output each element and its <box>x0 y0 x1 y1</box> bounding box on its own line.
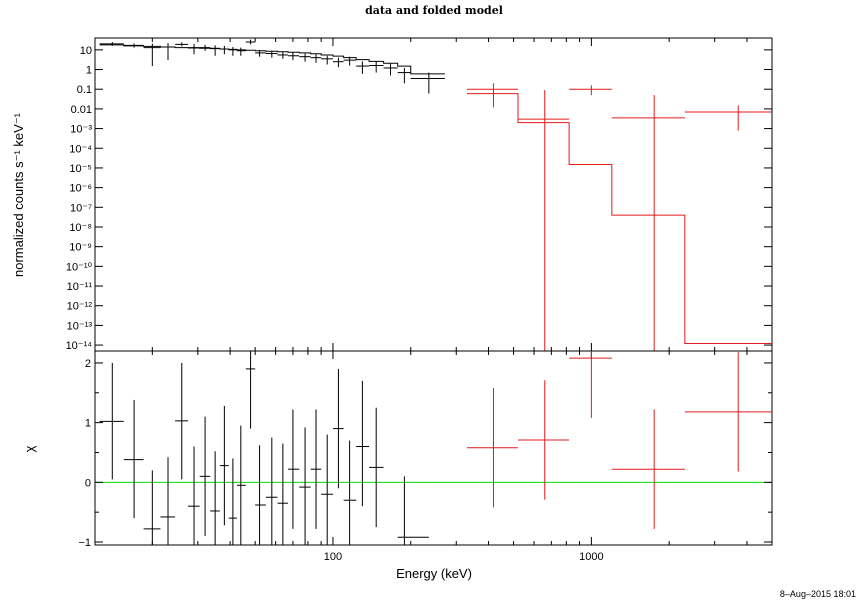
residual-data-point <box>288 409 300 529</box>
spectrum-data-point <box>99 42 124 46</box>
spectrum-y-axis-label: normalized counts s⁻¹ keV⁻¹ <box>11 112 26 277</box>
residual-data-point <box>188 446 200 545</box>
spectrum-data-point <box>397 67 411 84</box>
residual-data-point <box>143 470 161 545</box>
spectrum-data-point <box>684 105 772 131</box>
y-tick-label: 2 <box>85 358 91 370</box>
residual-data-point <box>265 437 278 545</box>
spectrum-model-lines <box>99 44 772 345</box>
spectrum-panel: 10 1 0.1 0.01 10⁻³ 10⁻⁴ 10⁻⁵ 10⁻⁶ 10⁻⁷ 10⁻⁸ 10⁻⁹ 10… <box>66 37 773 352</box>
x-tick-label: 1000 <box>579 551 603 563</box>
spectrum-data-point <box>569 85 612 96</box>
y-tick-label: 10⁻⁶ <box>69 183 92 195</box>
y-tick-label: 10⁻¹³ <box>67 320 93 332</box>
residual-data-point <box>356 380 370 507</box>
residual-data-point <box>210 451 220 545</box>
y-tick-label: 10⁻⁴ <box>69 143 92 155</box>
spectrum-data-point <box>288 52 300 61</box>
y-tick-label: 10⁻¹¹ <box>67 281 93 293</box>
residual-data-point <box>397 476 429 545</box>
residual-data-point <box>219 405 229 526</box>
spectrum-data-point <box>143 43 161 67</box>
spectrum-data-point <box>210 45 220 56</box>
spectrum-data-point <box>517 90 570 351</box>
spectrum-data-point <box>332 57 344 68</box>
residual-data-point <box>517 380 570 500</box>
spectrum-data-point <box>199 44 211 51</box>
y-tick-label: 10⁻¹⁰ <box>66 261 93 273</box>
residual-data-point <box>123 399 144 519</box>
residual-data-point <box>277 443 289 545</box>
y-tick-label: 10⁻¹² <box>67 301 93 313</box>
spectrum-data-point <box>245 39 256 45</box>
residual-data-point <box>236 425 246 545</box>
y-tick-label: 1 <box>85 418 91 430</box>
residual-data-point <box>684 352 772 472</box>
spectrum-data-point <box>277 51 289 59</box>
residual-y-axis-label: χ <box>22 445 37 452</box>
x-axis-label: Energy (keV) <box>396 566 472 581</box>
residual-data-point <box>611 409 685 529</box>
y-tick-label: 0.01 <box>71 104 92 116</box>
spectrum-data-point <box>160 43 176 61</box>
y-tick-label: 10⁻¹⁴ <box>66 340 93 352</box>
spectrum-data-point <box>175 42 189 47</box>
spectrum-data-point <box>299 53 311 62</box>
y-tick-label: 0 <box>85 477 91 489</box>
spectrum-data-point <box>410 72 445 94</box>
residual-plot-frame <box>94 350 773 546</box>
y-tick-label: 10⁻⁹ <box>69 242 92 254</box>
spectrum-data-point <box>236 47 246 56</box>
residual-panel: 100 1000 −1 0 1 2 <box>78 350 773 563</box>
residual-data-point <box>175 362 189 480</box>
spectrum-data-point <box>255 49 266 57</box>
y-tick-label: 1 <box>86 65 92 77</box>
residual-data-point <box>343 440 357 545</box>
residual-data-point <box>332 368 344 489</box>
residual-data-points <box>99 351 772 545</box>
spectrum-plot-frame <box>94 37 773 352</box>
timestamp: 8–Aug–2015 18:01 <box>780 589 856 599</box>
x-tick-label: 100 <box>324 551 342 563</box>
spectrum-data-point <box>611 95 685 351</box>
residual-data-point <box>245 351 256 429</box>
spectrum-data-point <box>383 63 398 76</box>
y-tick-label: 10⁻³ <box>70 124 92 136</box>
residual-data-point <box>99 362 124 480</box>
y-tick-label: 10⁻⁸ <box>69 222 92 234</box>
spectrum-axis-ticks: 10 1 0.1 0.01 10⁻³ 10⁻⁴ 10⁻⁵ 10⁻⁶ 10⁻⁷ 10⁻⁸ 10⁻⁹ 10… <box>66 38 773 352</box>
spectrum-data-point <box>466 83 518 108</box>
residual-data-point <box>310 409 322 529</box>
y-tick-label: 0.1 <box>77 84 92 96</box>
residual-data-point <box>569 351 612 418</box>
y-tick-label: 10 <box>80 45 92 57</box>
spectrum-data-point <box>228 46 237 56</box>
residual-data-point <box>466 388 518 508</box>
residual-data-point <box>321 434 333 545</box>
model-step-line <box>466 93 772 345</box>
model-step-line <box>99 44 445 75</box>
chart-title: data and folded model <box>365 4 503 17</box>
residual-data-point <box>299 427 311 545</box>
spectrum-data-point <box>188 43 200 55</box>
residual-data-point <box>369 407 384 528</box>
spectrum-data-point <box>321 55 333 65</box>
spectrum-data-point <box>356 61 370 74</box>
spectrum-data-points <box>99 39 772 351</box>
spectrum-data-point <box>369 61 384 73</box>
residual-axis-ticks: 100 1000 −1 0 1 2 <box>78 351 773 563</box>
spectrum-data-point <box>219 45 229 55</box>
residual-data-point <box>255 445 266 545</box>
spectrum-data-point <box>123 43 144 48</box>
residual-data-point <box>228 458 237 545</box>
spectrum-data-point <box>343 56 357 66</box>
spectrum-data-point <box>265 50 278 58</box>
y-tick-label: −1 <box>78 537 91 549</box>
residual-data-point <box>160 457 176 545</box>
spectrum-data-point <box>310 54 322 63</box>
y-tick-label: 10⁻⁷ <box>70 202 92 214</box>
y-tick-label: 10⁻⁵ <box>69 163 92 175</box>
residual-data-point <box>199 416 211 537</box>
